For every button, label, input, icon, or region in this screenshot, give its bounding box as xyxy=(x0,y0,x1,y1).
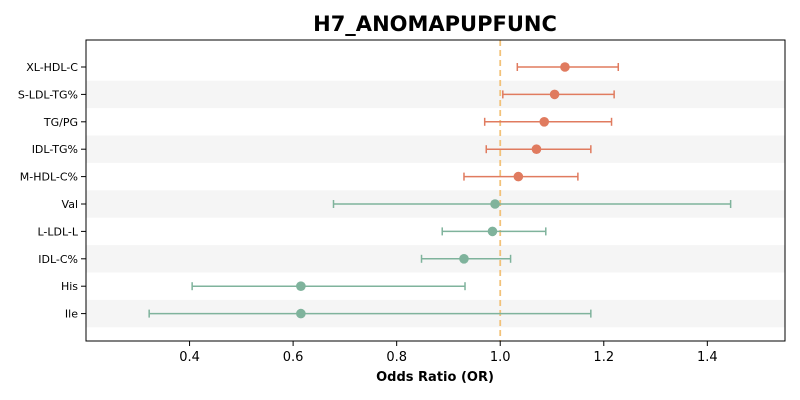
or-point xyxy=(296,308,306,319)
y-tick-label: M-HDL-C% xyxy=(20,171,78,184)
or-point xyxy=(487,226,498,237)
or-point xyxy=(296,281,306,292)
y-tick-label: IDL-TG% xyxy=(32,143,78,156)
plot-frame xyxy=(85,39,786,342)
y-tick-label: IDL-C% xyxy=(38,253,78,266)
y-axis: XL-HDL-C S-LDL-TG% TG/PG IDL-TG% M-HDL-C% Val… xyxy=(18,61,86,321)
y-tick-label: Ile xyxy=(65,308,78,321)
estimate-row xyxy=(483,117,613,127)
or-point xyxy=(560,62,570,72)
row-band xyxy=(86,135,785,163)
estimate-row xyxy=(441,226,547,237)
x-axis-label: Odds Ratio (OR) xyxy=(376,370,494,385)
y-tick-label: L-LDL-L xyxy=(37,225,78,238)
estimate-row xyxy=(332,199,732,209)
estimate-row xyxy=(485,144,592,154)
estimate-row xyxy=(516,62,620,72)
or-point xyxy=(459,253,469,264)
estimate-row xyxy=(148,308,592,319)
y-tick-label: His xyxy=(61,280,78,293)
estimate-row xyxy=(420,253,512,264)
x-tick-label: 1.2 xyxy=(593,350,614,365)
estimate-marks xyxy=(148,62,732,319)
x-tick-label: 1.0 xyxy=(490,350,511,365)
or-point xyxy=(531,144,542,154)
chart-title: H7_ANOMAPUPFUNC xyxy=(313,12,557,36)
y-tick-label: XL-HDL-C xyxy=(26,61,78,74)
x-tick-label: 0.6 xyxy=(283,350,304,365)
x-tick-label: 1.4 xyxy=(697,350,718,365)
x-axis: 0.4 0.6 0.8 1.0 1.2 1.4 xyxy=(179,341,718,365)
or-point xyxy=(549,89,560,100)
y-tick-label: S-LDL-TG% xyxy=(18,88,78,101)
or-point xyxy=(539,117,550,127)
estimate-row xyxy=(463,171,579,182)
y-tick-label: TG/PG xyxy=(43,116,78,129)
x-tick-label: 0.4 xyxy=(179,350,200,365)
y-tick-label: Val xyxy=(62,198,78,211)
or-point xyxy=(513,171,524,182)
row-band xyxy=(86,80,785,109)
estimate-row xyxy=(502,89,615,100)
x-tick-label: 0.8 xyxy=(386,350,407,365)
or-point xyxy=(490,199,500,209)
estimate-row xyxy=(191,281,466,292)
